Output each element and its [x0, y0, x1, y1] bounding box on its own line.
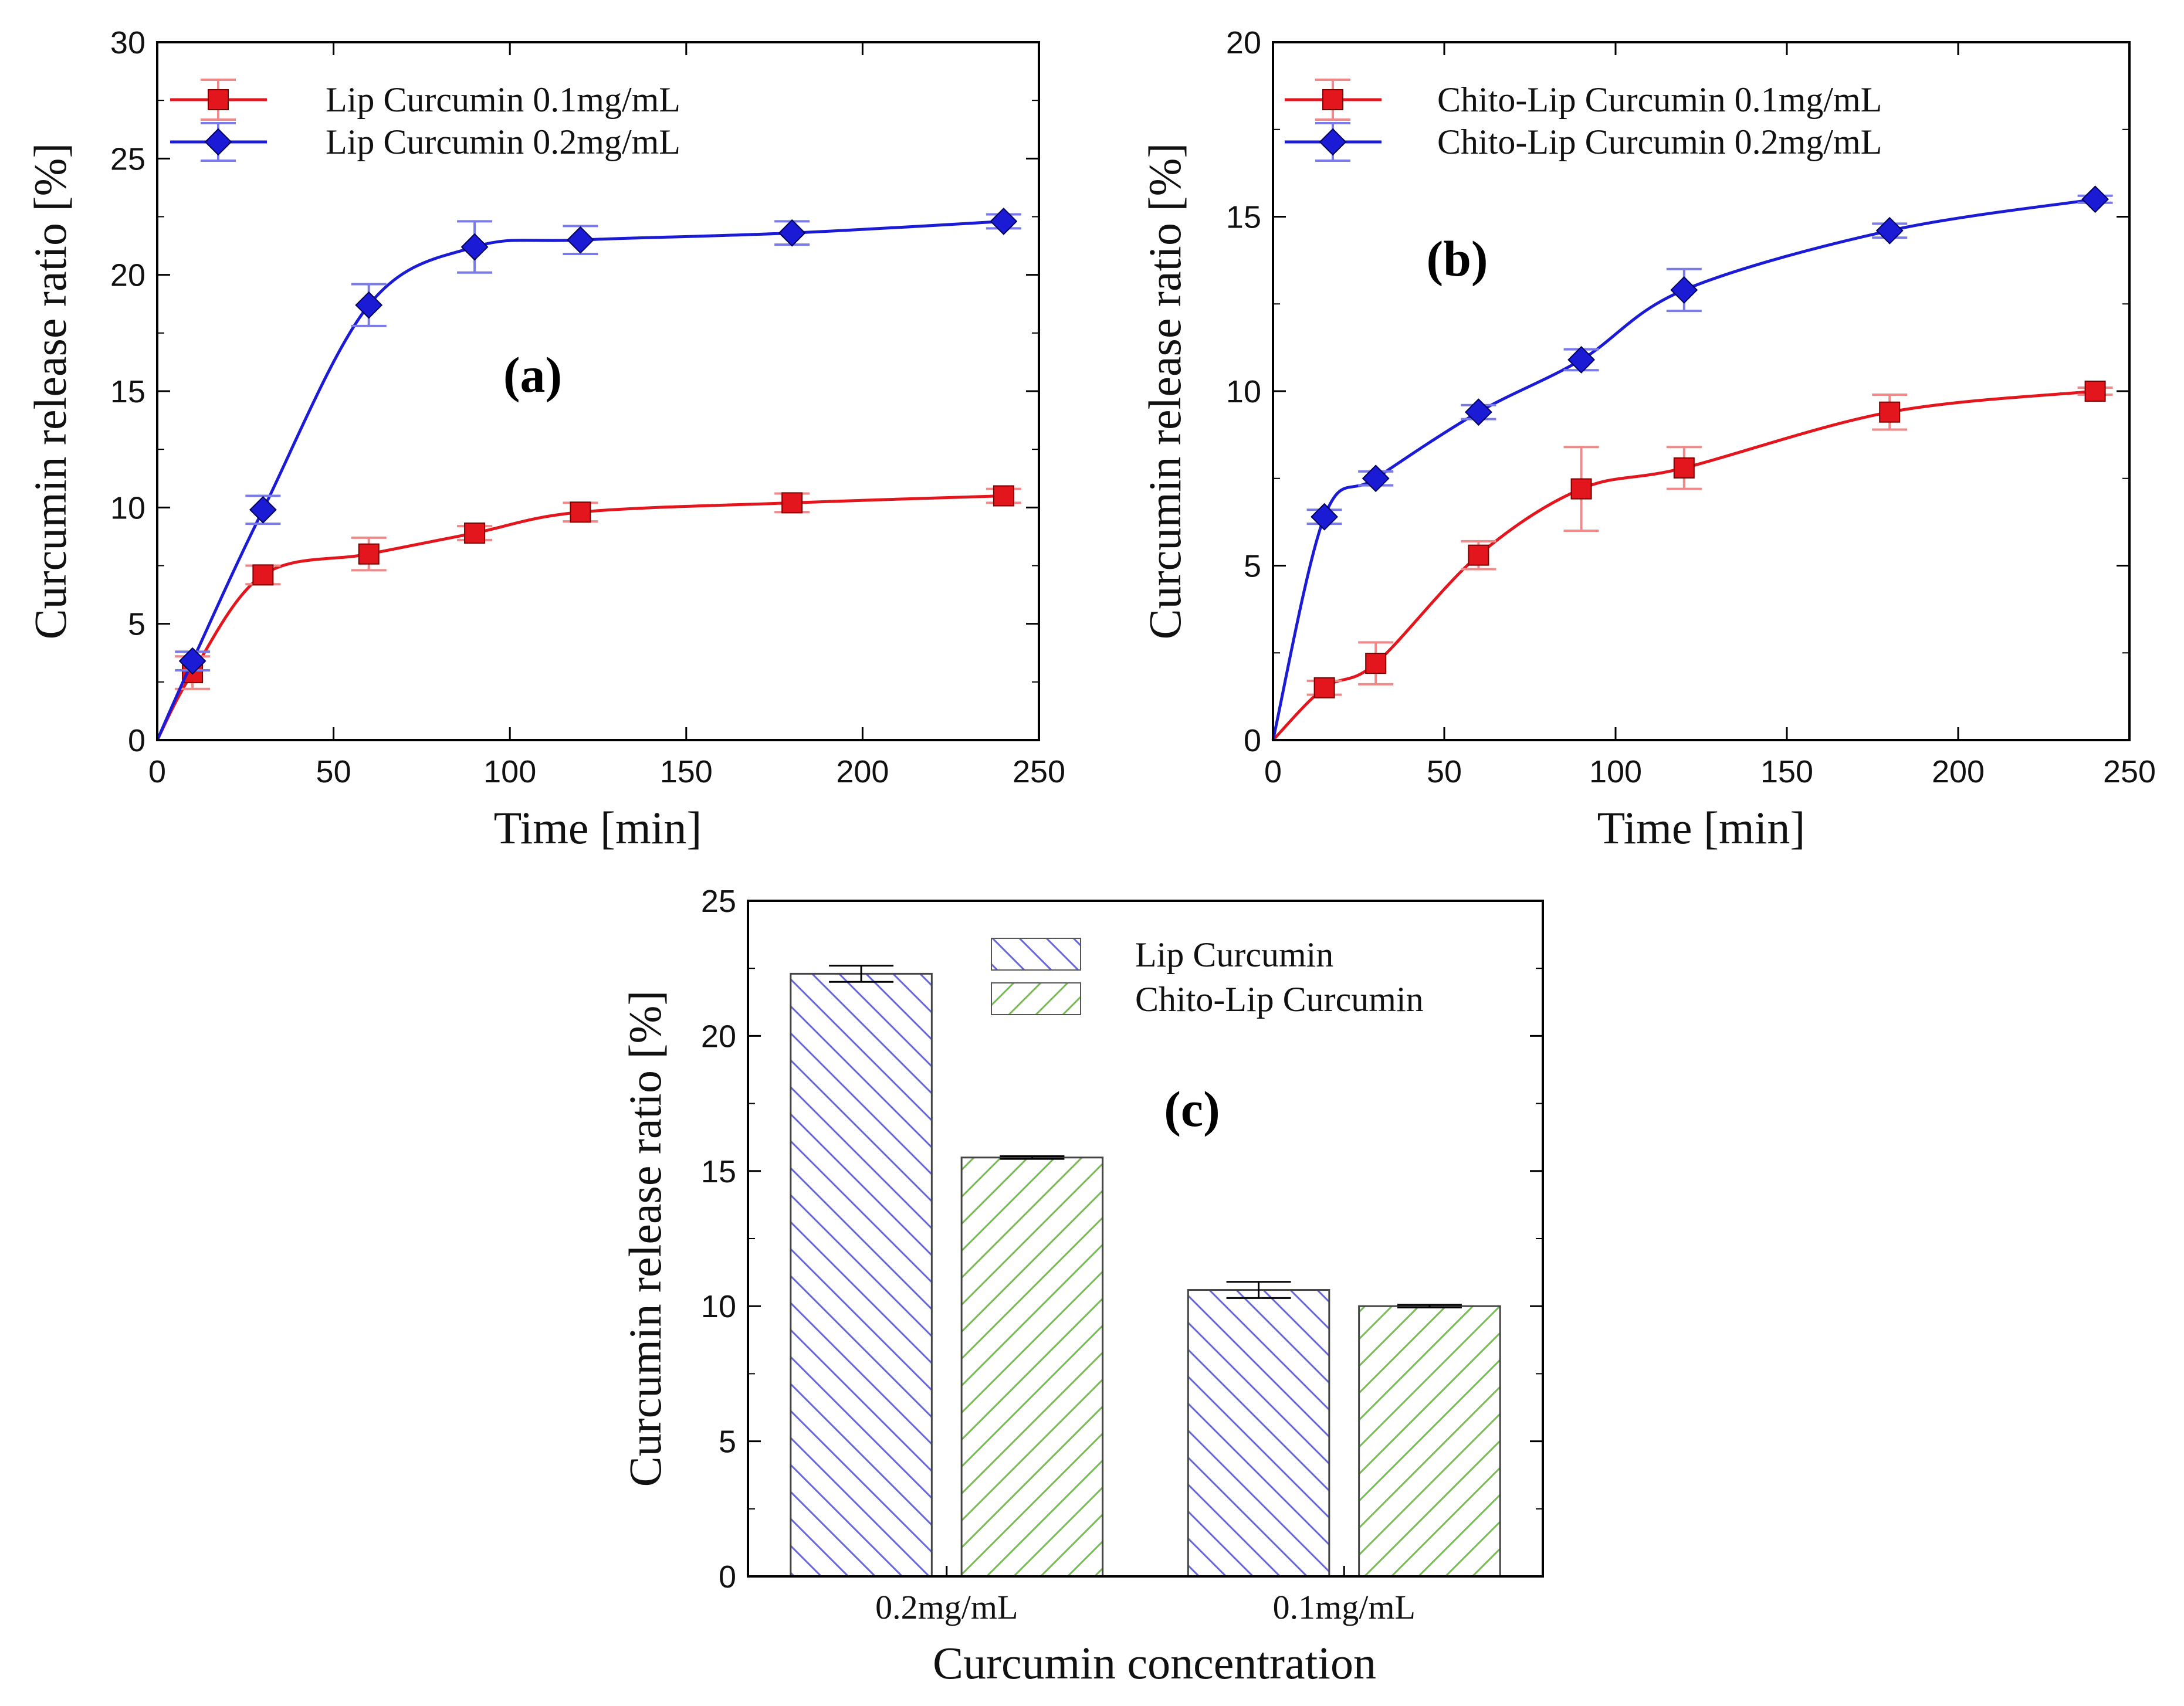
data-point — [1875, 216, 1904, 245]
x-axis-label: Time [min] — [1597, 802, 1806, 853]
y-tick-label: 0 — [719, 1559, 736, 1595]
legend-label: Lip Curcumin 0.2mg/mL — [326, 123, 680, 161]
data-point — [567, 226, 594, 254]
panel-label: (c) — [1164, 1081, 1220, 1137]
y-tick-label: 15 — [110, 374, 145, 409]
x-tick-label: 150 — [1760, 754, 1813, 789]
data-point — [1670, 276, 1698, 304]
y-tick-label: 0 — [1244, 723, 1261, 758]
legend-swatch-lip — [991, 938, 1081, 971]
y-tick-label: 20 — [110, 258, 145, 293]
y-axis-label: Curcumin release ratio [%] — [25, 143, 76, 640]
data-point — [570, 501, 591, 523]
legend: Lip Curcumin 0.1mg/mL Lip Curcumin 0.2mg… — [170, 79, 680, 162]
data-point — [2081, 185, 2109, 213]
data-point — [1673, 457, 1695, 479]
data-point — [249, 496, 277, 524]
plot-frame — [156, 41, 1040, 741]
y-tick-label: 5 — [719, 1425, 736, 1460]
y-tick-label: 15 — [701, 1154, 736, 1189]
y-axis-label: Curcumin release ratio [%] — [619, 991, 671, 1487]
x-tick-label: 0 — [1264, 754, 1282, 789]
y-tick-label: 30 — [110, 25, 145, 60]
legend-label: Lip Curcumin — [1135, 935, 1333, 974]
data-point — [993, 485, 1014, 507]
data-point — [781, 492, 803, 514]
bar-1-1 — [1358, 1305, 1501, 1578]
data-point — [1464, 398, 1492, 426]
data-point — [464, 522, 486, 544]
x-tick-label: 200 — [1932, 754, 1985, 789]
data-point — [1468, 544, 1489, 566]
chart-panel-a: 0 50 100 150 200 250 0 5 10 15 20 25 30 Time [min] C… — [25, 25, 1065, 853]
data-point — [1365, 653, 1387, 674]
x-tick-label: 150 — [660, 754, 713, 789]
plot-frame — [1272, 41, 2131, 741]
plot-frame — [747, 900, 1544, 1578]
data-point — [355, 291, 383, 319]
data-point — [1313, 677, 1335, 698]
x-tick-label: 100 — [483, 754, 536, 789]
data-point — [1567, 346, 1596, 374]
x-tick-label: 250 — [2103, 754, 2156, 789]
data-point — [778, 219, 806, 247]
legend-swatch-chito-lip — [991, 982, 1081, 1015]
chart-panel-b: 0 50 100 150 200 250 0 5 10 15 20 Time [min] Curcu… — [1139, 25, 2156, 853]
legend-label: Lip Curcumin 0.1mg/mL — [326, 80, 680, 119]
data-point — [460, 233, 489, 261]
x-category-label: 0.2mg/mL — [875, 1588, 1018, 1626]
data-point — [1879, 401, 1901, 423]
y-tick-label: 25 — [110, 141, 145, 177]
x-tick-label: 50 — [316, 754, 351, 789]
series-line-0 — [1272, 389, 2095, 741]
data-point — [2084, 381, 2106, 402]
x-tick-label: 250 — [1013, 754, 1065, 789]
data-point — [252, 564, 274, 586]
y-tick-label: 25 — [701, 884, 736, 919]
bar-0-0 — [790, 972, 933, 1578]
y-tick-label: 10 — [701, 1289, 736, 1324]
legend: Lip Curcumin Chito-Lip Curcumin — [991, 935, 1424, 1019]
data-point — [990, 208, 1018, 235]
panel-label: (b) — [1426, 230, 1488, 287]
y-tick-label: 5 — [1244, 549, 1261, 584]
x-axis-label: Time [min] — [494, 802, 702, 853]
legend-marker-diamond — [1319, 128, 1347, 156]
legend-marker-diamond — [204, 128, 232, 156]
x-category-label: 0.1mg/mL — [1273, 1588, 1416, 1626]
data-point — [1362, 464, 1390, 493]
x-tick-label: 0 — [148, 754, 166, 789]
legend-label: Chito-Lip Curcumin — [1135, 980, 1424, 1019]
bar-1-0 — [960, 1156, 1104, 1578]
series-line-1 — [155, 219, 1004, 741]
legend-label: Chito-Lip Curcumin 0.1mg/mL — [1437, 80, 1882, 119]
y-tick-label: 15 — [1226, 200, 1261, 235]
panel-label: (a) — [503, 347, 562, 403]
chart-panel-c: 0 5 10 15 20 25 0.2mg/mL 0.1mg/mL Curcumin conc… — [619, 884, 1544, 1688]
legend: Chito-Lip Curcumin 0.1mg/mL Chito-Lip Cu… — [1285, 79, 1882, 162]
y-tick-label: 10 — [1226, 374, 1261, 409]
data-point — [1570, 478, 1592, 500]
legend-marker-square — [1322, 89, 1343, 110]
x-axis-label: Curcumin concentration — [933, 1637, 1376, 1688]
y-tick-label: 5 — [128, 607, 145, 642]
y-tick-label: 20 — [701, 1019, 736, 1054]
x-tick-label: 100 — [1589, 754, 1642, 789]
legend-marker-square — [208, 89, 229, 110]
legend-label: Chito-Lip Curcumin 0.2mg/mL — [1437, 123, 1882, 161]
y-tick-label: 0 — [128, 723, 145, 758]
y-tick-label: 10 — [110, 490, 145, 525]
data-point — [178, 647, 206, 675]
bar-0-1 — [1187, 1289, 1330, 1578]
data-point — [358, 543, 380, 565]
y-tick-label: 20 — [1226, 25, 1261, 60]
y-axis-label: Curcumin release ratio [%] — [1139, 143, 1190, 640]
x-tick-label: 50 — [1427, 754, 1462, 789]
series-line-0 — [155, 494, 1004, 741]
x-tick-label: 200 — [836, 754, 889, 789]
data-point — [1311, 503, 1339, 531]
